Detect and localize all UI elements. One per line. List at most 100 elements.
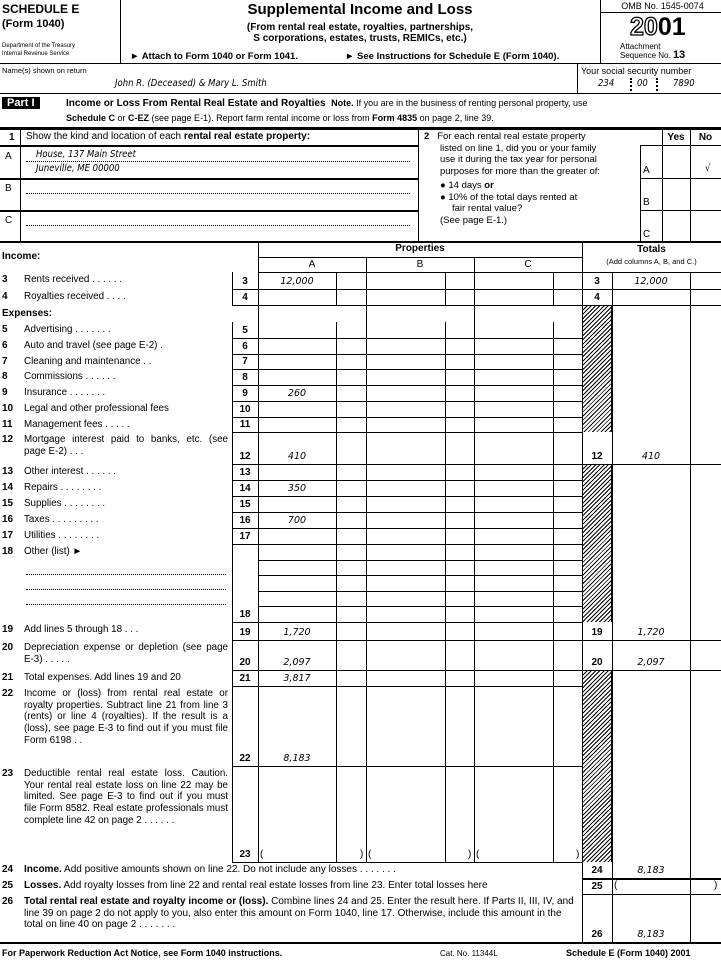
amount-field-b[interactable] xyxy=(366,512,445,528)
amount-field-c[interactable] xyxy=(474,432,553,464)
attach-instruction: ► Attach to Form 1040 or Form 1041. xyxy=(130,51,298,62)
amount-field-c[interactable] xyxy=(474,496,553,512)
totals-subheading: (Add columns A, B, and C.) xyxy=(606,257,697,266)
amount-field-b[interactable] xyxy=(366,432,445,464)
amount-field-c[interactable] xyxy=(474,401,553,417)
line-label: Total expenses. Add lines 19 and 20 xyxy=(24,672,181,683)
line-label: Depreciation expense or depletion (see p… xyxy=(24,642,228,665)
totals-amount[interactable] xyxy=(612,878,721,894)
amount-field-a[interactable]: 2,097 xyxy=(283,657,311,668)
ssn-part-2[interactable]: 00 xyxy=(637,78,648,89)
attachment-label: Attachment xyxy=(620,42,661,51)
amount-field-a[interactable]: 350 xyxy=(287,483,307,494)
amount-field-a[interactable] xyxy=(258,766,366,862)
yes-checkbox[interactable] xyxy=(662,147,690,178)
property-location-line-2[interactable] xyxy=(26,195,410,208)
line-label: Add lines 5 through 18 . . . xyxy=(24,624,139,635)
amount-field-a[interactable]: 410 xyxy=(287,451,307,462)
line-box-number: 21 xyxy=(239,673,251,684)
other-expense-line[interactable] xyxy=(26,576,226,590)
line-number: 14 xyxy=(2,482,14,493)
line-box-number: 18 xyxy=(239,609,251,620)
amount-field-c[interactable] xyxy=(474,686,553,766)
property-location-line-1[interactable] xyxy=(26,213,410,226)
taxpayer-name[interactable]: John R. (Deceased) & Mary L. Smith xyxy=(115,78,267,89)
totals-amount[interactable]: 1,720 xyxy=(637,627,665,638)
property-location-line-2[interactable]: Juneville, ME 00000 xyxy=(36,163,120,174)
line-number: 18 xyxy=(2,546,14,557)
amount-field-b[interactable] xyxy=(366,766,474,862)
amount-field-c[interactable] xyxy=(474,338,553,354)
line-number: 12 xyxy=(2,434,14,445)
amount-field-a[interactable]: 8,183 xyxy=(283,753,311,764)
amount-field-c[interactable] xyxy=(474,354,553,369)
line-label: Repairs . . . . . . . . xyxy=(24,482,102,493)
ssn-part-1[interactable]: 234 xyxy=(598,78,615,89)
amount-field-b[interactable] xyxy=(366,417,445,432)
totals-amount[interactable]: 12,000 xyxy=(634,276,668,287)
totals-amount[interactable]: 8,183 xyxy=(637,865,665,876)
amount-field-c[interactable] xyxy=(474,528,553,544)
amount-field-c[interactable] xyxy=(474,272,553,289)
property-location-line-1[interactable] xyxy=(26,181,410,194)
amount-field-a[interactable]: 700 xyxy=(287,515,307,526)
line-number: 22 xyxy=(2,688,14,699)
other-expense-line[interactable] xyxy=(26,561,226,575)
amount-field-b[interactable] xyxy=(366,464,445,480)
amount-field-c[interactable] xyxy=(474,417,553,432)
ssn-part-3[interactable]: 7890 xyxy=(673,78,695,89)
amount-field-b[interactable] xyxy=(366,496,445,512)
amount-field-c[interactable] xyxy=(474,464,553,480)
amount-field-b[interactable] xyxy=(366,640,445,670)
totals-amount[interactable]: 2,097 xyxy=(637,657,665,668)
amount-field-b[interactable] xyxy=(366,272,445,289)
line-box-number: 15 xyxy=(239,499,251,510)
amount-field-c[interactable] xyxy=(474,512,553,528)
totals-amount[interactable]: 410 xyxy=(641,451,661,462)
amount-field-c[interactable] xyxy=(474,766,582,862)
amount-field-b[interactable] xyxy=(366,289,445,305)
amount-field-a[interactable]: 12,000 xyxy=(280,276,314,287)
amount-field-a[interactable]: 260 xyxy=(287,388,307,399)
no-checkbox[interactable]: √ xyxy=(705,163,711,174)
amount-field-a[interactable]: 3,817 xyxy=(283,673,311,684)
amount-field-c[interactable] xyxy=(474,322,553,338)
amount-field-c[interactable] xyxy=(474,544,553,622)
yes-checkbox[interactable] xyxy=(662,211,690,242)
amount-field-c[interactable] xyxy=(474,480,553,496)
amount-field-b[interactable] xyxy=(366,369,445,385)
part-badge: Part I xyxy=(2,97,40,109)
amount-field-b[interactable] xyxy=(366,322,445,338)
totals-amount[interactable]: 8,183 xyxy=(637,929,665,940)
amount-field-c[interactable] xyxy=(474,670,553,686)
amount-field-c[interactable] xyxy=(474,385,553,401)
line-label: Royalties received . . . . xyxy=(24,291,126,302)
amount-field-b[interactable] xyxy=(366,480,445,496)
paren-open: ( xyxy=(368,849,372,860)
amount-field-b[interactable] xyxy=(366,622,445,640)
amount-field-b[interactable] xyxy=(366,354,445,369)
amount-field-c[interactable] xyxy=(474,289,553,305)
amount-field-b[interactable] xyxy=(366,401,445,417)
amount-field-b[interactable] xyxy=(366,544,445,622)
amount-field-c[interactable] xyxy=(474,369,553,385)
line-box-number: 8 xyxy=(242,372,248,383)
part-title-text: Income or Loss From Rental Real Estate a… xyxy=(66,98,326,109)
income-heading: Income: xyxy=(2,251,41,262)
amount-field-c[interactable] xyxy=(474,640,553,670)
amount-field-c[interactable] xyxy=(474,622,553,640)
amount-field-b[interactable] xyxy=(366,670,445,686)
amount-field-b[interactable] xyxy=(366,528,445,544)
property-location-line-2[interactable] xyxy=(26,227,410,240)
yes-checkbox[interactable] xyxy=(662,179,690,210)
tax-year-bold: 01 xyxy=(657,13,686,41)
line-number: 7 xyxy=(2,356,8,367)
line-number: 23 xyxy=(2,768,14,779)
other-expense-line[interactable] xyxy=(26,591,226,605)
amount-field-b[interactable] xyxy=(366,338,445,354)
shaded-area xyxy=(582,305,612,432)
amount-field-b[interactable] xyxy=(366,686,445,766)
property-location-line-1[interactable]: House, 137 Main Street xyxy=(26,149,410,162)
amount-field-b[interactable] xyxy=(366,385,445,401)
amount-field-a[interactable]: 1,720 xyxy=(283,627,311,638)
